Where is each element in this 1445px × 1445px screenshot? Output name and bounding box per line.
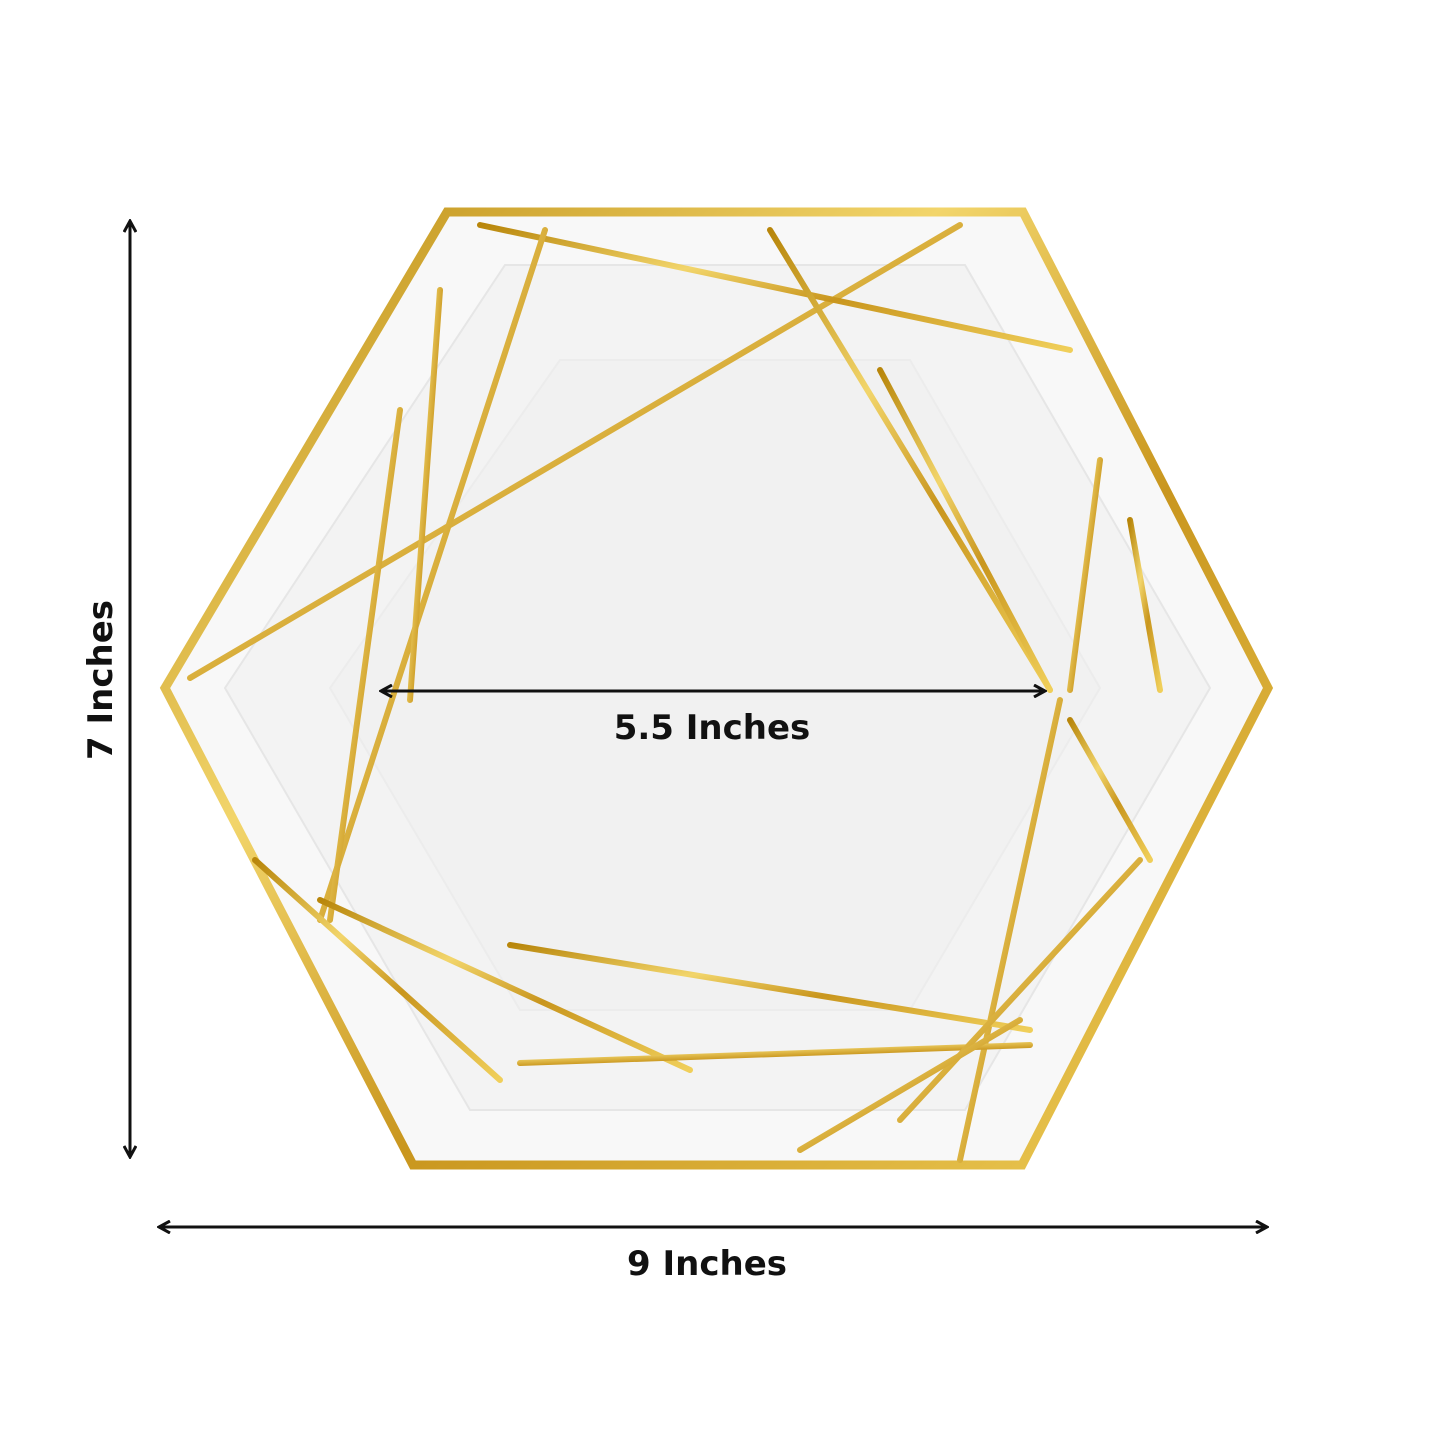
inner-width-label: 5.5 Inches — [613, 708, 811, 748]
height-label: 7 Inches — [81, 599, 121, 761]
gold-foil-lines — [187, 222, 1163, 1163]
outer-width-label: 9 Inches — [626, 1244, 788, 1284]
